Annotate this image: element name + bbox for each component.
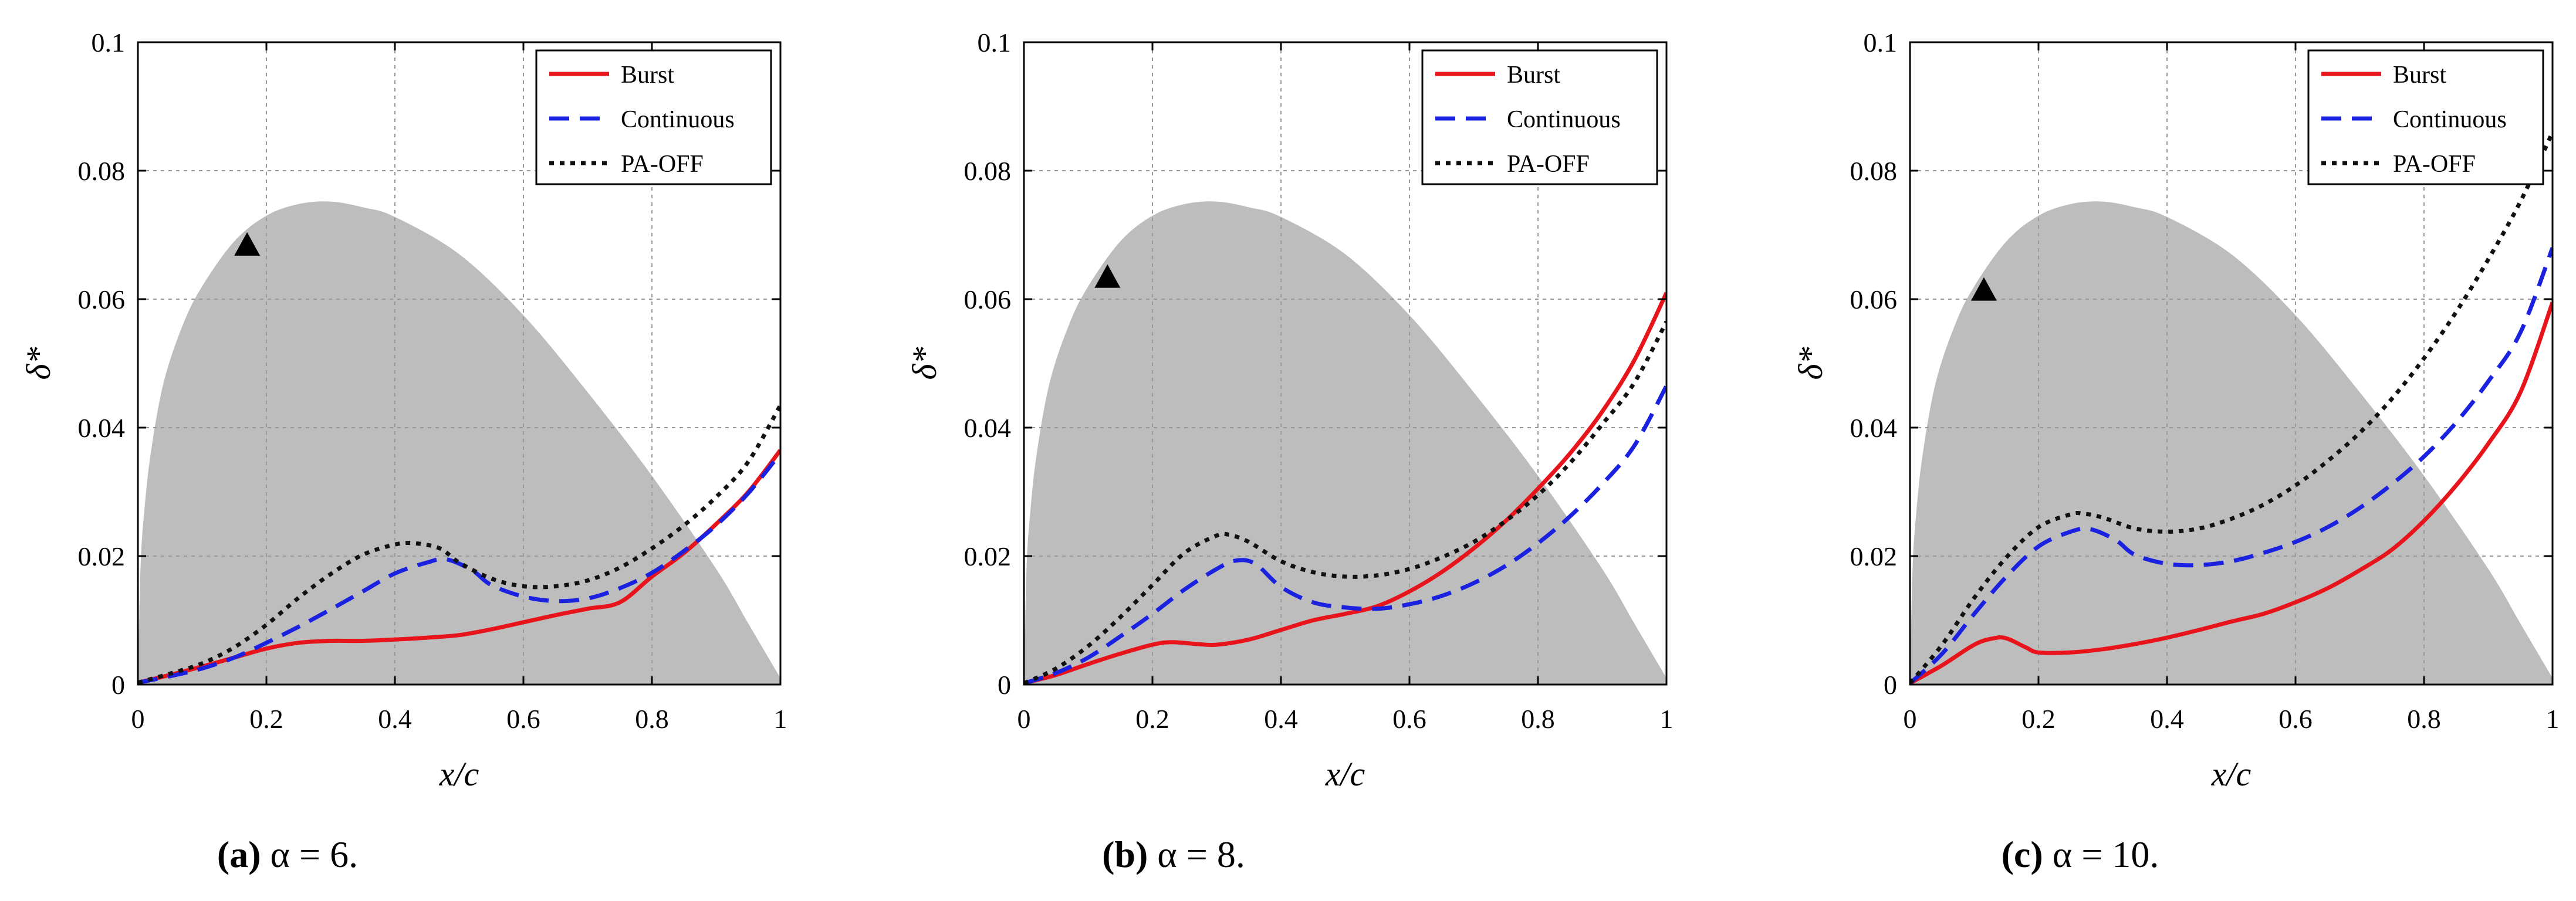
y-tick-label: 0.02: [964, 541, 1012, 571]
x-tick-label: 0.4: [2150, 704, 2184, 734]
series-line-continuous: [1024, 385, 1666, 685]
legend-label-continuous: Continuous: [621, 106, 735, 133]
y-tick-label: 0.08: [1850, 156, 1898, 186]
y-tick-label: 0.02: [78, 541, 126, 571]
series-line-continuous: [1910, 247, 2553, 685]
panel-caption: (b) α = 8.: [1102, 834, 1245, 875]
panel-caption-text: α = 6.: [261, 834, 359, 875]
x-tick-label: 1: [1660, 704, 1674, 734]
x-tick-label: 0.6: [506, 704, 540, 734]
panel-caption-text: α = 10.: [2043, 834, 2159, 875]
transition-marker: [234, 232, 261, 256]
y-tick-label: 0.1: [978, 28, 1012, 57]
x-tick-label: 0.8: [635, 704, 669, 734]
x-tick-label: 0.6: [1392, 704, 1426, 734]
y-tick-label: 0: [111, 670, 125, 700]
x-tick-label: 1: [2546, 704, 2560, 734]
x-tick-label: 0.2: [2021, 704, 2056, 734]
y-tick-label: 0.04: [964, 413, 1012, 443]
y-tick-label: 0.02: [1850, 541, 1898, 571]
panel-caption-letter: (c): [2002, 834, 2043, 875]
x-tick-label: 0.2: [249, 704, 283, 734]
series-line-pa-off: [1024, 320, 1666, 685]
series-line-burst: [1910, 302, 2553, 685]
y-tick-label: 0.06: [78, 284, 126, 314]
legend-label-pa-off: PA-OFF: [621, 151, 704, 178]
plot-frame: [1909, 41, 2554, 686]
y-tick-label: 0.06: [1850, 284, 1898, 314]
x-tick-label: 0.8: [1521, 704, 1555, 734]
panel-caption-letter: (a): [217, 834, 261, 875]
transition-marker: [1970, 277, 1997, 301]
x-tick-label: 0.2: [1135, 704, 1169, 734]
y-axis-label: δ*: [905, 347, 944, 380]
y-tick-label: 0: [1884, 670, 1897, 700]
y-axis-label: δ*: [1791, 347, 1830, 380]
y-tick-label: 0.06: [964, 284, 1012, 314]
plot-frame: [137, 41, 782, 686]
panel-caption-text: α = 8.: [1148, 834, 1245, 875]
legend-label-pa-off: PA-OFF: [1507, 151, 1590, 178]
legend-label-continuous: Continuous: [1507, 106, 1621, 133]
y-tick-label: 0.1: [92, 28, 126, 57]
chart-panel-2: 0 0.2 0.4 0.6 0.8 1 0 0.02 0.04 0.06 0.08 0.1 x/c δ* B…: [905, 28, 1674, 875]
legend-label-continuous: Continuous: [2393, 106, 2507, 133]
x-tick-label: 0.4: [1264, 704, 1298, 734]
series-line-pa-off: [1910, 131, 2553, 685]
x-tick-label: 1: [774, 704, 787, 734]
x-tick-label: 0: [1904, 704, 1917, 734]
x-axis-label: x/c: [439, 755, 479, 793]
x-tick-label: 0: [131, 704, 145, 734]
chart-panel-3: 0 0.2 0.4 0.6 0.8 1 0 0.02 0.04 0.06 0.08 0.1 x/c δ* B…: [1791, 28, 2560, 875]
x-tick-label: 0: [1017, 704, 1031, 734]
chart-panel-1: 0 0.2 0.4 0.6 0.8 1 0 0.02 0.04 0.06 0.08 0.1 x/c δ* B…: [19, 28, 787, 875]
legend-label-burst: Burst: [1507, 62, 1560, 89]
y-tick-label: 0: [998, 670, 1011, 700]
x-axis-label: x/c: [2211, 755, 2252, 793]
y-tick-label: 0.04: [1850, 413, 1898, 443]
series-line-burst: [1024, 292, 1666, 685]
x-axis-label: x/c: [1325, 755, 1365, 793]
series-line-continuous: [138, 452, 780, 685]
panel-caption: (c) α = 10.: [2002, 834, 2159, 875]
series-line-pa-off: [138, 404, 780, 685]
y-tick-label: 0.1: [1864, 28, 1898, 57]
plot-frame: [1023, 41, 1668, 686]
airfoil-shape: [138, 201, 780, 685]
airfoil-shape: [1024, 201, 1666, 685]
transition-marker: [1094, 264, 1121, 288]
x-tick-label: 0.6: [2278, 704, 2313, 734]
y-tick-label: 0.08: [964, 156, 1012, 186]
panel-caption-letter: (b): [1102, 834, 1148, 875]
y-tick-label: 0.08: [78, 156, 126, 186]
airfoil-shape: [1910, 201, 2553, 685]
x-tick-label: 0.4: [378, 704, 412, 734]
legend-label-pa-off: PA-OFF: [2393, 151, 2476, 178]
panel-caption: (a) α = 6.: [217, 834, 358, 875]
x-tick-label: 0.8: [2407, 704, 2441, 734]
legend-label-burst: Burst: [621, 62, 674, 89]
y-tick-label: 0.04: [78, 413, 126, 443]
legend-label-burst: Burst: [2393, 62, 2446, 89]
y-axis-label: δ*: [19, 347, 58, 380]
